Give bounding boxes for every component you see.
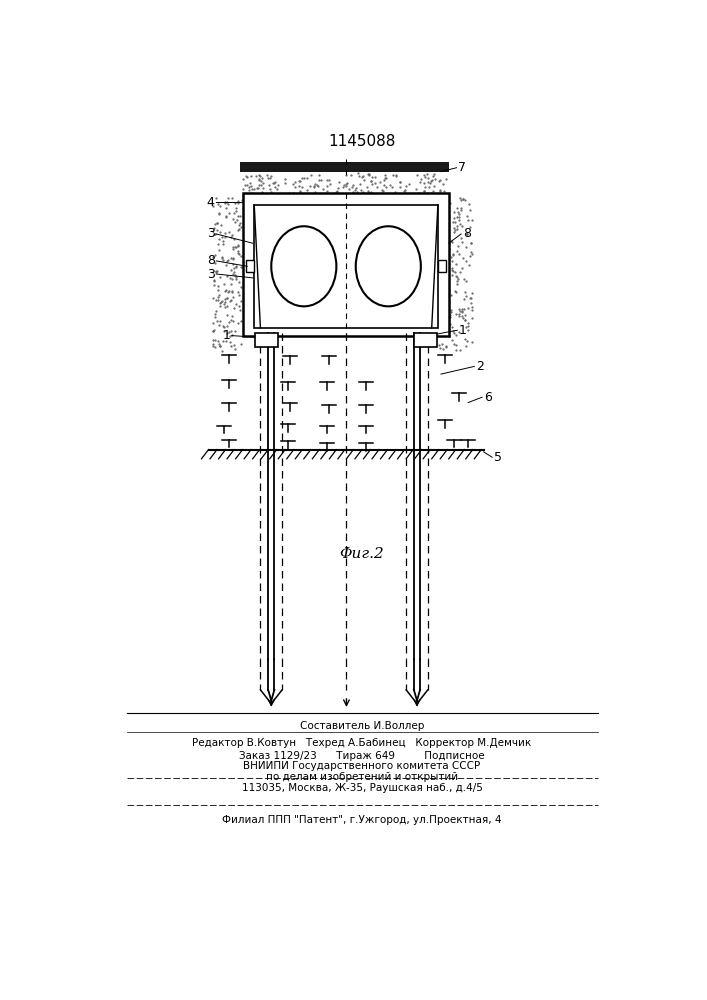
Ellipse shape (271, 226, 337, 306)
Bar (255, 333, 279, 347)
Bar (414, 333, 437, 347)
Bar (247, 260, 255, 272)
Text: 6: 6 (484, 391, 491, 404)
Text: Редактор В.Ковтун   Техред А.Бабинец   Корректор М.Демчик: Редактор В.Ковтун Техред А.Бабинец Корре… (192, 738, 532, 748)
Text: Филиал ППП "Патент", г.Ужгород, ул.Проектная, 4: Филиал ППП "Патент", г.Ужгород, ул.Проек… (222, 815, 502, 825)
Bar (243, 193, 449, 336)
Text: по делам изобретений и открытий: по делам изобретений и открытий (266, 772, 458, 782)
Text: Φиг.2: Φиг.2 (339, 547, 385, 561)
Text: 3: 3 (207, 267, 215, 280)
Text: 8: 8 (462, 227, 471, 240)
Text: Составитель И.Воллер: Составитель И.Воллер (300, 721, 424, 731)
Text: 7: 7 (458, 161, 466, 174)
Text: 113035, Москва, Ж-35, Раушская наб., д.4/5: 113035, Москва, Ж-35, Раушская наб., д.4… (242, 783, 482, 793)
Text: ВНИИПИ Государственного комитета СССР: ВНИИПИ Государственного комитета СССР (243, 761, 481, 771)
Bar (438, 260, 445, 272)
Text: 8: 8 (206, 254, 215, 267)
Text: 1145088: 1145088 (328, 134, 396, 149)
Text: 5: 5 (493, 451, 502, 464)
Bar (240, 162, 449, 172)
Text: Заказ 1129/23      Тираж 649         Подписное: Заказ 1129/23 Тираж 649 Подписное (239, 751, 485, 761)
Text: 2: 2 (476, 360, 484, 373)
Text: 1: 1 (222, 329, 230, 342)
Text: 1: 1 (459, 324, 467, 337)
Bar (255, 205, 438, 328)
Text: 3: 3 (207, 227, 215, 240)
Ellipse shape (356, 226, 421, 306)
Text: 4: 4 (207, 196, 215, 209)
